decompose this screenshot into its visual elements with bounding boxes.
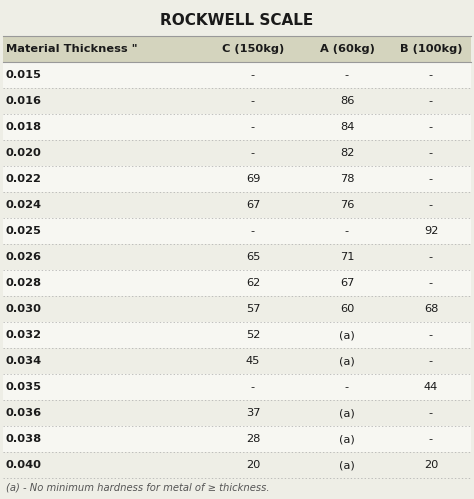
Text: 44: 44 <box>424 382 438 392</box>
Bar <box>3 62 471 88</box>
Text: 0.032: 0.032 <box>6 330 42 340</box>
Text: 92: 92 <box>424 226 438 236</box>
Text: -: - <box>345 382 349 392</box>
Text: -: - <box>429 408 433 418</box>
Text: 86: 86 <box>340 96 354 106</box>
Text: 68: 68 <box>424 304 438 314</box>
Text: (a): (a) <box>339 356 355 366</box>
Text: 0.020: 0.020 <box>6 148 42 158</box>
Text: (a): (a) <box>339 330 355 340</box>
Text: 0.030: 0.030 <box>6 304 42 314</box>
Bar <box>3 270 471 296</box>
Bar <box>3 114 471 140</box>
Text: 0.024: 0.024 <box>6 200 42 210</box>
Text: 0.040: 0.040 <box>6 460 42 470</box>
Text: -: - <box>251 96 255 106</box>
Text: -: - <box>251 382 255 392</box>
Text: -: - <box>429 96 433 106</box>
Text: -: - <box>345 70 349 80</box>
Text: 0.018: 0.018 <box>6 122 42 132</box>
Text: -: - <box>429 70 433 80</box>
Text: -: - <box>429 330 433 340</box>
Text: 76: 76 <box>340 200 354 210</box>
Text: -: - <box>345 226 349 236</box>
Bar <box>3 88 471 114</box>
Text: 57: 57 <box>246 304 260 314</box>
Text: -: - <box>251 148 255 158</box>
Text: 69: 69 <box>246 174 260 184</box>
Bar <box>3 166 471 192</box>
Bar <box>3 452 471 478</box>
Bar <box>3 296 471 322</box>
Bar <box>3 218 471 244</box>
Text: 20: 20 <box>424 460 438 470</box>
Text: -: - <box>251 70 255 80</box>
Text: 0.034: 0.034 <box>6 356 42 366</box>
Text: 0.036: 0.036 <box>6 408 42 418</box>
Text: (a): (a) <box>339 408 355 418</box>
Text: 0.025: 0.025 <box>6 226 42 236</box>
Bar <box>3 36 471 62</box>
Text: 0.022: 0.022 <box>6 174 42 184</box>
Text: B (100kg): B (100kg) <box>400 44 462 54</box>
Text: -: - <box>429 252 433 262</box>
Text: -: - <box>429 200 433 210</box>
Text: 45: 45 <box>246 356 260 366</box>
Bar <box>3 348 471 374</box>
Text: (a) - No minimum hardness for metal of ≥ thickness.: (a) - No minimum hardness for metal of ≥… <box>6 483 270 493</box>
Text: -: - <box>429 278 433 288</box>
Text: 20: 20 <box>246 460 260 470</box>
Text: -: - <box>251 226 255 236</box>
Bar <box>3 374 471 400</box>
Bar <box>3 192 471 218</box>
Text: 84: 84 <box>340 122 354 132</box>
Text: 67: 67 <box>246 200 260 210</box>
Text: (a): (a) <box>339 434 355 444</box>
Text: A (60kg): A (60kg) <box>319 44 374 54</box>
Text: -: - <box>429 356 433 366</box>
Text: 0.015: 0.015 <box>6 70 42 80</box>
Text: 78: 78 <box>340 174 354 184</box>
Text: 28: 28 <box>246 434 260 444</box>
Text: 60: 60 <box>340 304 354 314</box>
Text: 37: 37 <box>246 408 260 418</box>
Text: ROCKWELL SCALE: ROCKWELL SCALE <box>160 12 314 27</box>
Bar <box>3 400 471 426</box>
Text: (a): (a) <box>339 460 355 470</box>
Text: -: - <box>429 434 433 444</box>
Text: 0.016: 0.016 <box>6 96 42 106</box>
Text: 52: 52 <box>246 330 260 340</box>
Text: 0.026: 0.026 <box>6 252 42 262</box>
Text: C (150kg): C (150kg) <box>222 44 284 54</box>
Text: 0.028: 0.028 <box>6 278 42 288</box>
Text: 71: 71 <box>340 252 354 262</box>
Bar <box>3 140 471 166</box>
Text: -: - <box>429 174 433 184</box>
Text: -: - <box>251 122 255 132</box>
Text: -: - <box>429 122 433 132</box>
Text: 0.038: 0.038 <box>6 434 42 444</box>
Text: 62: 62 <box>246 278 260 288</box>
Bar <box>3 322 471 348</box>
Text: Material Thickness ": Material Thickness " <box>6 44 137 54</box>
Text: 67: 67 <box>340 278 354 288</box>
Bar <box>3 244 471 270</box>
Text: 0.035: 0.035 <box>6 382 42 392</box>
Text: 65: 65 <box>246 252 260 262</box>
Bar <box>3 426 471 452</box>
Text: 82: 82 <box>340 148 354 158</box>
Text: -: - <box>429 148 433 158</box>
